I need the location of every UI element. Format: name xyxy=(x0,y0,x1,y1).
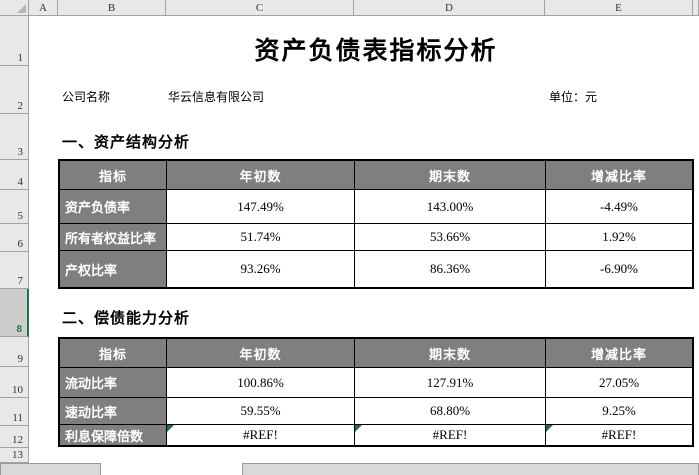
table1-header-indicator[interactable]: 指标 xyxy=(60,161,166,189)
column-header-bar: A B C D E xyxy=(0,0,699,16)
row-header-7[interactable]: 7 xyxy=(0,252,29,289)
table2-row2-end[interactable]: 68.80% xyxy=(355,398,545,424)
column-header-a[interactable]: A xyxy=(29,0,58,16)
table2-header-indicator[interactable]: 指标 xyxy=(60,339,166,367)
table2-row2-label[interactable]: 速动比率 xyxy=(60,398,166,424)
table1-row1-begin[interactable]: 147.49% xyxy=(167,190,354,223)
row-header-column: 1 2 3 4 5 6 7 8 9 10 11 12 13 xyxy=(0,16,29,463)
select-all-triangle-icon xyxy=(17,4,26,13)
company-name-value[interactable]: 华云信息有限公司 xyxy=(168,90,265,104)
table2-header-begin[interactable]: 年初数 xyxy=(167,339,354,367)
select-all-corner[interactable] xyxy=(0,0,29,16)
column-header-c[interactable]: C xyxy=(166,0,354,16)
company-info-row: 公司名称 华云信息有限公司 单位：元 xyxy=(0,88,699,106)
table1-row3-end[interactable]: 86.36% xyxy=(355,251,545,287)
row-header-13[interactable]: 13 xyxy=(0,448,29,463)
row-header-9[interactable]: 9 xyxy=(0,337,29,367)
section-1-heading[interactable]: 一、资产结构分析 xyxy=(62,134,191,151)
bottom-panel-right xyxy=(242,463,699,475)
table2-row3-begin[interactable]: #REF! xyxy=(167,425,354,445)
row-header-1[interactable]: 1 xyxy=(0,16,29,66)
row-header-2[interactable]: 2 xyxy=(0,66,29,114)
row-header-3[interactable]: 3 xyxy=(0,114,29,160)
row-header-10[interactable]: 10 xyxy=(0,367,29,398)
error-indicator-icon xyxy=(546,425,553,432)
table2-row3-end[interactable]: #REF! xyxy=(355,425,545,445)
table1-row2-begin[interactable]: 51.74% xyxy=(167,224,354,250)
table2-row1-begin[interactable]: 100.86% xyxy=(167,368,354,397)
company-name-label[interactable]: 公司名称 xyxy=(62,90,111,104)
column-header-e[interactable]: E xyxy=(545,0,693,16)
table1-row2-change[interactable]: 1.92% xyxy=(546,224,692,250)
unit-label[interactable]: 单位：元 xyxy=(549,90,598,104)
solvency-table: 指标 年初数 期末数 增减比率 流动比率 100.86% 127.91% 27.… xyxy=(58,337,694,447)
table2-row1-label[interactable]: 流动比率 xyxy=(60,368,166,397)
table1-row3-label[interactable]: 产权比率 xyxy=(60,251,166,287)
table1-row3-change[interactable]: -6.90% xyxy=(546,251,692,287)
bottom-panel-left xyxy=(0,463,101,475)
row-header-8-selected[interactable]: 8 xyxy=(0,289,29,337)
row-header-11[interactable]: 11 xyxy=(0,398,29,426)
table2-row3-change[interactable]: #REF! xyxy=(546,425,692,445)
row-header-4[interactable]: 4 xyxy=(0,160,29,190)
table1-row1-end[interactable]: 143.00% xyxy=(355,190,545,223)
column-header-d[interactable]: D xyxy=(354,0,545,16)
table1-header-change[interactable]: 增减比率 xyxy=(546,161,692,189)
row-header-5[interactable]: 5 xyxy=(0,190,29,224)
table1-row2-label[interactable]: 所有者权益比率 xyxy=(60,224,166,250)
table1-row2-end[interactable]: 53.66% xyxy=(355,224,545,250)
table2-header-end[interactable]: 期末数 xyxy=(355,339,545,367)
table1-header-end[interactable]: 期末数 xyxy=(355,161,545,189)
asset-structure-table: 指标 年初数 期末数 增减比率 资产负债率 147.49% 143.00% -4… xyxy=(58,159,694,289)
table2-row1-change[interactable]: 27.05% xyxy=(546,368,692,397)
table1-header-begin[interactable]: 年初数 xyxy=(167,161,354,189)
row-header-12[interactable]: 12 xyxy=(0,426,29,448)
error-indicator-icon xyxy=(355,425,362,432)
column-header-b[interactable]: B xyxy=(58,0,166,16)
column-header-f-sliver[interactable] xyxy=(693,0,699,16)
table2-header-change[interactable]: 增减比率 xyxy=(546,339,692,367)
table1-row1-label[interactable]: 资产负债率 xyxy=(60,190,166,223)
table1-row1-change[interactable]: -4.49% xyxy=(546,190,692,223)
table2-row2-begin[interactable]: 59.55% xyxy=(167,398,354,424)
table2-row2-change[interactable]: 9.25% xyxy=(546,398,692,424)
section-2-heading[interactable]: 二、偿债能力分析 xyxy=(62,310,191,327)
table2-row1-end[interactable]: 127.91% xyxy=(355,368,545,397)
error-indicator-icon xyxy=(167,425,174,432)
table1-row3-begin[interactable]: 93.26% xyxy=(167,251,354,287)
table2-row3-label[interactable]: 利息保障倍数 xyxy=(60,425,166,445)
sheet-title[interactable]: 资产负债表指标分析 xyxy=(254,37,498,65)
row-header-6[interactable]: 6 xyxy=(0,224,29,252)
